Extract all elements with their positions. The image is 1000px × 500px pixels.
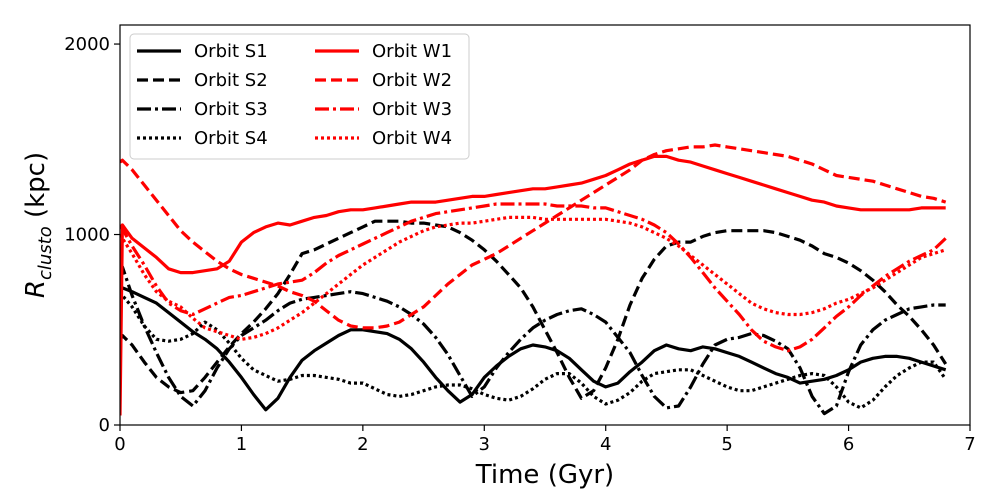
series-line-orbit-s4 [120,290,948,410]
x-tick-label: 2 [357,434,368,455]
x-axis-label: Time (Gyr) [475,460,614,490]
legend-frame [129,33,470,160]
y-tick-label: 1000 [64,225,110,246]
series-line-orbit-w3 [120,202,947,353]
x-tick-label: 6 [843,434,854,455]
series-line-orbit-s1 [120,286,947,412]
legend-label: Orbit S4 [194,128,268,149]
y-axis-label-unit: (kpc) [21,152,51,226]
legend: Orbit S1 Orbit S2 Orbit S3 Orbit S4 Orbit W1… [129,33,470,160]
legend-label: Orbit S2 [194,70,268,91]
y-axis-label-sub: clusto [35,226,56,280]
y-axis-label: Rclusto (kpc) [21,152,56,298]
y-tick-label: 2000 [64,34,110,55]
x-tick-label: 3 [479,434,490,455]
legend-label: Orbit S3 [194,99,268,120]
plot-frame [119,24,971,426]
legend-label: Orbit W2 [372,70,452,91]
series-line-orbit-w4 [120,215,947,341]
x-tick-label: 5 [721,434,732,455]
ticks-layer: 0 1 2 3 4 5 6 7 0 1000 2000 [64,34,976,455]
x-tick-label: 4 [600,434,611,455]
x-tick-label: 7 [964,434,975,455]
y-axis-label-main: R [21,280,51,298]
series-line-orbit-s2 [120,219,948,400]
legend-label: Orbit W3 [372,99,452,120]
series-line-orbit-w1 [120,154,946,416]
legend-label: Orbit W1 [372,41,452,62]
legend-label: Orbit S1 [194,41,268,62]
y-tick-label: 0 [99,415,110,436]
legend-label: Orbit W4 [372,128,452,149]
series-line-orbit-w2 [120,143,947,330]
series-line-orbit-s3 [120,265,946,416]
x-tick-label: 0 [114,434,125,455]
series-layer [120,143,948,416]
x-tick-label: 1 [236,434,247,455]
